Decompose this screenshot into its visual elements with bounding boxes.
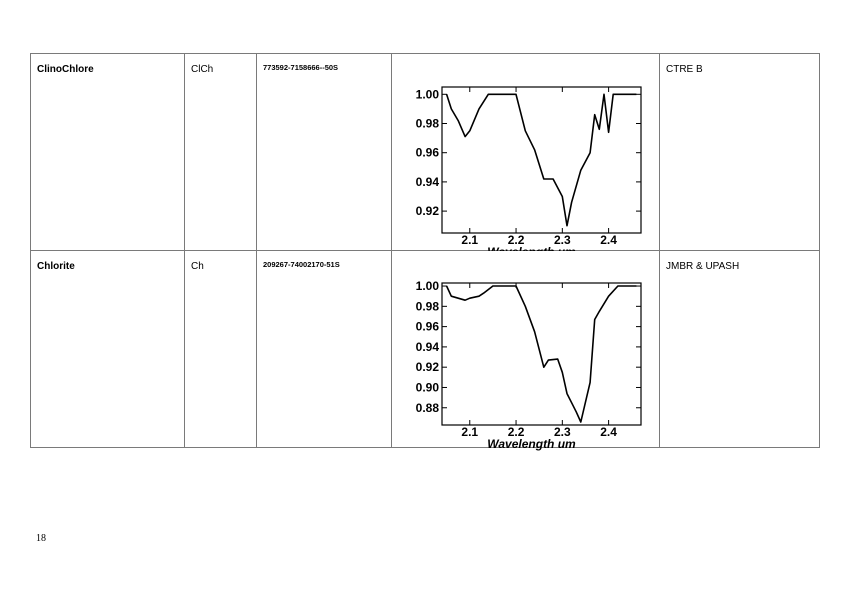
- x-tick-label: 2.1: [461, 425, 478, 439]
- spectrum-chart: 0.88 0.90 0.92 0.94 0.96 0.98 1.00 2.1 2.2 2.3 2.4…: [416, 279, 642, 451]
- y-tick-label: 1.00: [416, 279, 440, 293]
- source-label: CTRE B: [666, 64, 703, 75]
- mineral-abbreviation: ClCh: [191, 64, 214, 75]
- source-cell: CTRE B: [659, 53, 820, 251]
- page-number: 18: [36, 533, 46, 544]
- y-tick-label: 0.94: [416, 340, 440, 354]
- sample-code-cell: 209267-74002170-51S: [256, 250, 392, 448]
- sample-code-cell: 773592-7158666--50S: [256, 53, 392, 251]
- source-label: JMBR & UPASH: [666, 261, 740, 272]
- spectrum-chart-cell: 0.88 0.90 0.92 0.94 0.96 0.98 1.00 2.1 2.2 2.3 2.4…: [391, 250, 660, 451]
- x-tick-label: 2.4: [600, 425, 617, 439]
- mineral-abbreviation: Ch: [191, 261, 204, 272]
- spectra-table: ClinoChlore ClCh 773592-7158666--50S 0.9…: [30, 53, 820, 451]
- table-row: ClinoChlore ClCh 773592-7158666--50S 0.9…: [30, 53, 820, 251]
- x-axis-label: Wavelength um: [487, 437, 576, 451]
- y-tick-label: 0.94: [416, 175, 440, 189]
- y-tick-label: 0.96: [416, 146, 440, 160]
- x-axis-label: Wavelength um: [487, 245, 576, 251]
- spectrum-line: [445, 285, 637, 423]
- x-tick-label: 2.1: [461, 233, 478, 247]
- source-cell: JMBR & UPASH: [659, 250, 820, 448]
- abbreviation-cell: Ch: [184, 250, 257, 448]
- y-tick-label: 0.92: [416, 360, 440, 374]
- y-tick-label: 0.98: [416, 117, 440, 131]
- y-tick-label: 1.00: [416, 87, 440, 101]
- spectrum-chart-cell: 0.92 0.94 0.96 0.98 1.00 2.1 2.2 2.3 2.4 Waveleng…: [391, 53, 660, 251]
- spectrum-line: [445, 93, 637, 227]
- y-tick-label: 0.98: [416, 299, 440, 313]
- spectrum-chart: 0.92 0.94 0.96 0.98 1.00 2.1 2.2 2.3 2.4 Waveleng…: [416, 86, 642, 251]
- y-tick-label: 0.90: [416, 380, 440, 394]
- table-row: Chlorite Ch 209267-74002170-51S 0.88 0.90…: [30, 250, 820, 451]
- x-tick-label: 2.3: [554, 233, 571, 247]
- y-tick-label: 0.96: [416, 320, 440, 334]
- x-tick-label: 2.4: [600, 233, 617, 247]
- mineral-name: ClinoChlore: [37, 64, 94, 75]
- y-tick-label: 0.92: [416, 204, 440, 218]
- sample-code: 209267-74002170-51S: [263, 260, 340, 269]
- mineral-name-cell: Chlorite: [30, 250, 185, 448]
- mineral-name: Chlorite: [37, 261, 75, 272]
- plot-frame: [441, 86, 642, 234]
- abbreviation-cell: ClCh: [184, 53, 257, 251]
- x-tick-label: 2.2: [508, 425, 525, 439]
- mineral-name-cell: ClinoChlore: [30, 53, 185, 251]
- plot-frame: [441, 282, 642, 426]
- x-tick-label: 2.2: [508, 233, 525, 247]
- sample-code: 773592-7158666--50S: [263, 63, 339, 72]
- y-tick-label: 0.88: [416, 401, 440, 415]
- x-tick-label: 2.3: [554, 425, 571, 439]
